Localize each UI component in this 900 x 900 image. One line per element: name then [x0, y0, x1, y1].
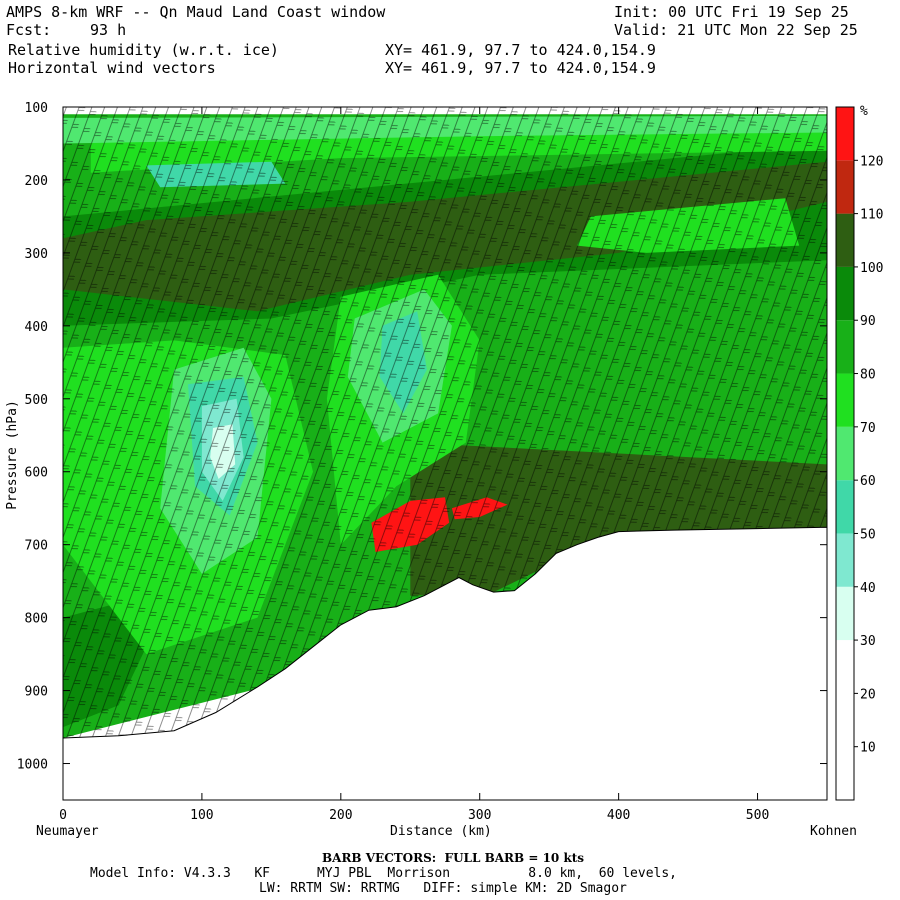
- x-right-label: Kohnen: [810, 824, 857, 839]
- colorbar-swatch: [836, 586, 854, 641]
- colorbar-swatch: [836, 373, 854, 427]
- forecast-label: Fcst:: [6, 21, 52, 39]
- x-tick-label: 500: [746, 808, 769, 823]
- colorbar-label: 120: [860, 154, 883, 169]
- y-tick-label: 400: [25, 320, 48, 335]
- y-tick-label: 600: [25, 466, 48, 481]
- x-tick-label: 300: [468, 808, 491, 823]
- colorbar-label: 40: [860, 581, 876, 596]
- x-tick-label: 400: [607, 808, 630, 823]
- colorbar-label: 80: [860, 368, 876, 383]
- terrain-mask: [63, 526, 827, 800]
- x-left-label: Neumayer: [36, 824, 99, 839]
- barb-note: BARB VECTORS: FULL BARB = 10 kts: [322, 851, 585, 865]
- colorbar-swatch: [836, 107, 854, 161]
- colorbar-swatch: [836, 480, 854, 534]
- colorbar-label: 30: [860, 634, 876, 649]
- x-tick-label: 200: [329, 808, 352, 823]
- y-tick-label: 800: [25, 612, 48, 627]
- colorbar-label: 10: [860, 741, 876, 756]
- y-tick-label: 700: [25, 539, 48, 554]
- colorbar-swatch: [836, 693, 854, 747]
- y-tick-label: 300: [25, 247, 48, 262]
- x-tick-label: 100: [190, 808, 213, 823]
- y-axis: 100 200 300 400 500 600 700 800 900 1000: [17, 101, 827, 773]
- model-info-2: LW: RRTM SW: RRTMG DIFF: simple KM: 2D S…: [259, 881, 627, 896]
- xy-rh-label: XY= 461.9, 97.7 to 424.0,154.9: [385, 41, 656, 59]
- y-tick-label: 200: [25, 174, 48, 189]
- colorbar-label: 50: [860, 527, 876, 542]
- plot-frame: [62, 106, 828, 801]
- x-tick-label: 0: [59, 808, 67, 823]
- colorbar-frame: [835, 106, 855, 801]
- colorbar-label: 70: [860, 421, 876, 436]
- y-tick-label: 1000: [17, 758, 48, 773]
- colorbar-label: 20: [860, 687, 876, 702]
- colorbar-swatch: [836, 746, 854, 800]
- colorbar-swatch: [836, 533, 854, 587]
- colorbar-swatch: [836, 266, 854, 321]
- colorbar-label: 110: [860, 208, 883, 223]
- init-time: Init: 00 UTC Fri 19 Sep 25: [614, 3, 849, 21]
- colorbar-label: 90: [860, 314, 876, 329]
- y-tick-label: 500: [25, 393, 48, 408]
- x-axis: 0 100 200 300 400 500: [59, 107, 769, 823]
- xy-wind-label: XY= 461.9, 97.7 to 424.0,154.9: [385, 59, 656, 77]
- plot-area: [63, 107, 827, 800]
- field-rh-label: Relative humidity (w.r.t. ice): [8, 41, 279, 59]
- x-axis-label: Distance (km): [390, 824, 492, 839]
- colorbar-swatch: [836, 160, 854, 214]
- valid-time: Valid: 21 UTC Mon 22 Sep 25: [614, 21, 858, 39]
- forecast-value: 93 h: [90, 21, 127, 39]
- colorbar-unit: %: [860, 104, 868, 119]
- colorbar-swatch: [836, 320, 854, 374]
- colorbar-label: 100: [860, 261, 883, 276]
- model-info: Model Info: V4.3.3 KF MYJ PBL Morrison 8…: [90, 866, 677, 881]
- y-axis-label: Pressure (hPa): [5, 400, 20, 510]
- colorbar-swatch: [836, 426, 854, 481]
- colorbar-swatch: [836, 640, 854, 694]
- y-tick-label: 900: [25, 685, 48, 700]
- colorbar-swatch: [836, 213, 854, 267]
- colorbar-label: 60: [860, 474, 876, 489]
- colorbar: 10 20 30 40 50 60 70 80 90 100 110 120%: [835, 104, 883, 801]
- field-wind-label: Horizontal wind vectors: [8, 59, 216, 77]
- chart-title: AMPS 8-km WRF -- Qn Maud Land Coast wind…: [6, 3, 386, 21]
- y-tick-label: 100: [25, 101, 48, 116]
